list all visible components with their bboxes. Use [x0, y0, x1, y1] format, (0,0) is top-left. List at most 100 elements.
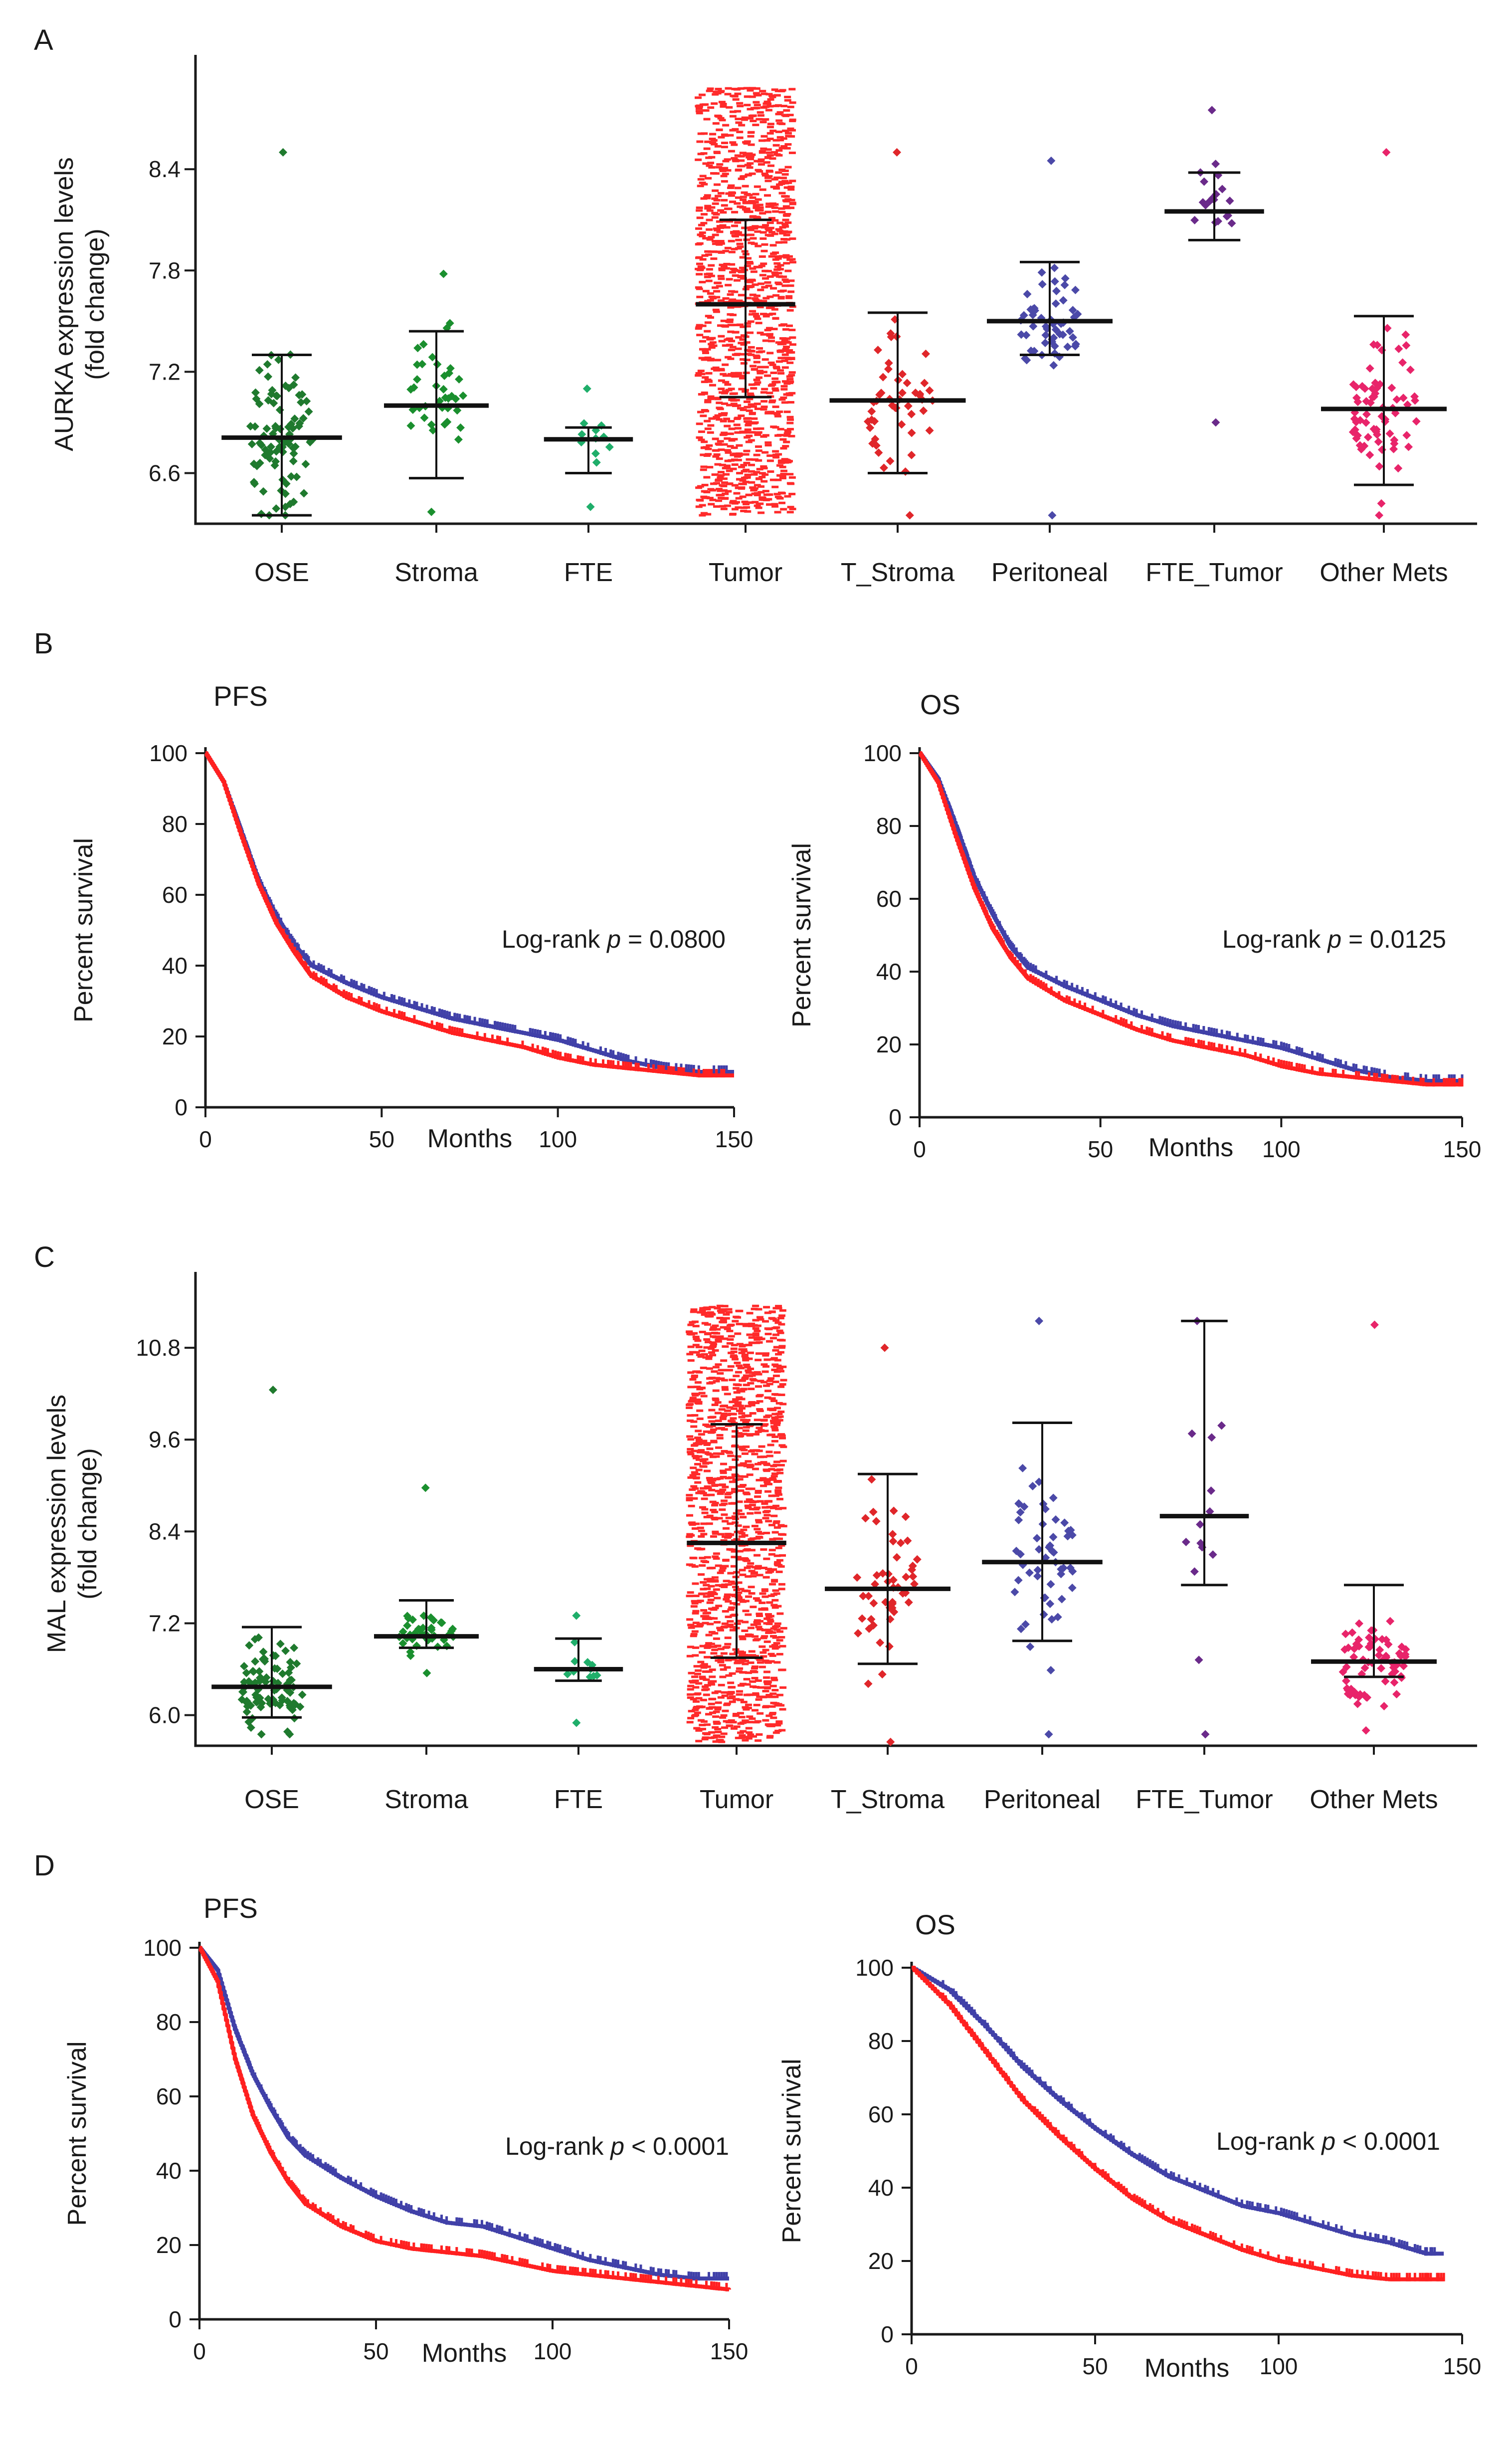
data-point	[717, 1696, 725, 1699]
data-point	[697, 1355, 705, 1358]
data-point	[747, 280, 754, 283]
log-rank-label: Log-rank	[1222, 925, 1327, 953]
data-point	[704, 321, 712, 324]
data-point	[771, 1606, 779, 1609]
data-point	[439, 385, 448, 394]
data-point	[754, 216, 761, 219]
data-point	[707, 87, 714, 90]
data-point	[732, 274, 739, 277]
data-point	[722, 492, 729, 495]
data-point	[695, 372, 703, 375]
data-point	[783, 186, 791, 189]
data-point	[1044, 1730, 1053, 1739]
data-point	[740, 1528, 748, 1531]
data-point	[739, 1734, 746, 1737]
data-point	[709, 133, 717, 136]
data-point	[699, 1644, 707, 1647]
data-point	[776, 1612, 784, 1615]
data-point	[695, 505, 703, 508]
data-point	[777, 264, 784, 267]
data-point	[787, 284, 794, 287]
data-point	[706, 1514, 714, 1517]
data-point	[701, 1458, 709, 1461]
data-point	[871, 434, 880, 443]
data-point	[728, 250, 736, 253]
data-point	[878, 1670, 887, 1679]
data-point	[721, 1691, 728, 1694]
data-point	[699, 182, 706, 185]
data-point	[753, 1402, 760, 1405]
data-point	[755, 1489, 762, 1492]
data-point	[744, 436, 751, 439]
data-point	[262, 424, 271, 433]
data-point	[765, 203, 773, 205]
data-point	[717, 239, 725, 242]
data-point	[774, 1605, 782, 1608]
data-point	[763, 100, 771, 103]
data-point	[735, 347, 742, 350]
data-point	[750, 215, 757, 218]
x-tick-label: 0	[905, 2353, 918, 2379]
data-point	[737, 1366, 745, 1369]
data-point	[249, 1667, 258, 1676]
data-point	[691, 1630, 699, 1633]
data-point	[769, 95, 776, 98]
data-point	[720, 1626, 728, 1629]
data-point	[418, 360, 427, 369]
data-point	[749, 293, 756, 296]
data-point	[749, 1503, 756, 1506]
data-point	[304, 407, 313, 416]
data-point	[717, 1452, 725, 1455]
data-point	[702, 336, 710, 339]
data-point	[770, 1400, 778, 1403]
data-point	[768, 1310, 776, 1313]
data-point	[767, 1660, 775, 1663]
data-point	[725, 1533, 732, 1536]
y-tick-label: 0	[175, 1094, 188, 1120]
panel-letter-c: C	[34, 1241, 55, 1273]
data-point	[706, 1453, 714, 1456]
data-point	[1038, 280, 1047, 289]
data-point	[753, 1703, 760, 1706]
data-point	[715, 1605, 723, 1608]
data-point	[751, 1452, 758, 1455]
data-point	[695, 486, 703, 489]
data-point	[731, 234, 739, 237]
data-point	[701, 483, 709, 486]
data-point	[722, 1527, 730, 1530]
data-point	[735, 458, 742, 461]
data-point	[919, 407, 928, 415]
p-value: < 0.0001	[1335, 2127, 1440, 2155]
data-point	[773, 493, 781, 496]
data-point	[748, 285, 755, 288]
data-point	[718, 340, 726, 343]
data-point	[754, 1528, 761, 1531]
data-point	[739, 1379, 746, 1382]
data-point	[708, 1683, 716, 1686]
data-point	[725, 1583, 732, 1586]
data-point	[733, 1315, 740, 1318]
data-point	[701, 392, 708, 395]
data-point	[782, 182, 789, 185]
data-point	[713, 1452, 720, 1455]
data-point	[703, 496, 710, 499]
data-point	[766, 454, 774, 457]
data-point	[764, 1682, 771, 1685]
data-point	[745, 420, 753, 423]
data-point	[700, 1698, 707, 1701]
data-point	[713, 1734, 721, 1737]
data-point	[722, 374, 730, 377]
data-point	[776, 111, 784, 114]
data-point	[744, 1504, 752, 1507]
data-point	[741, 1475, 749, 1478]
data-point	[714, 1706, 722, 1709]
data-point	[769, 1477, 776, 1480]
data-point	[736, 1396, 743, 1399]
data-point	[1354, 1635, 1363, 1644]
data-point	[723, 417, 731, 420]
data-point	[732, 1398, 740, 1401]
data-point	[776, 1559, 783, 1562]
data-point	[711, 239, 719, 242]
data-point	[762, 1719, 769, 1722]
data-point	[751, 492, 758, 495]
